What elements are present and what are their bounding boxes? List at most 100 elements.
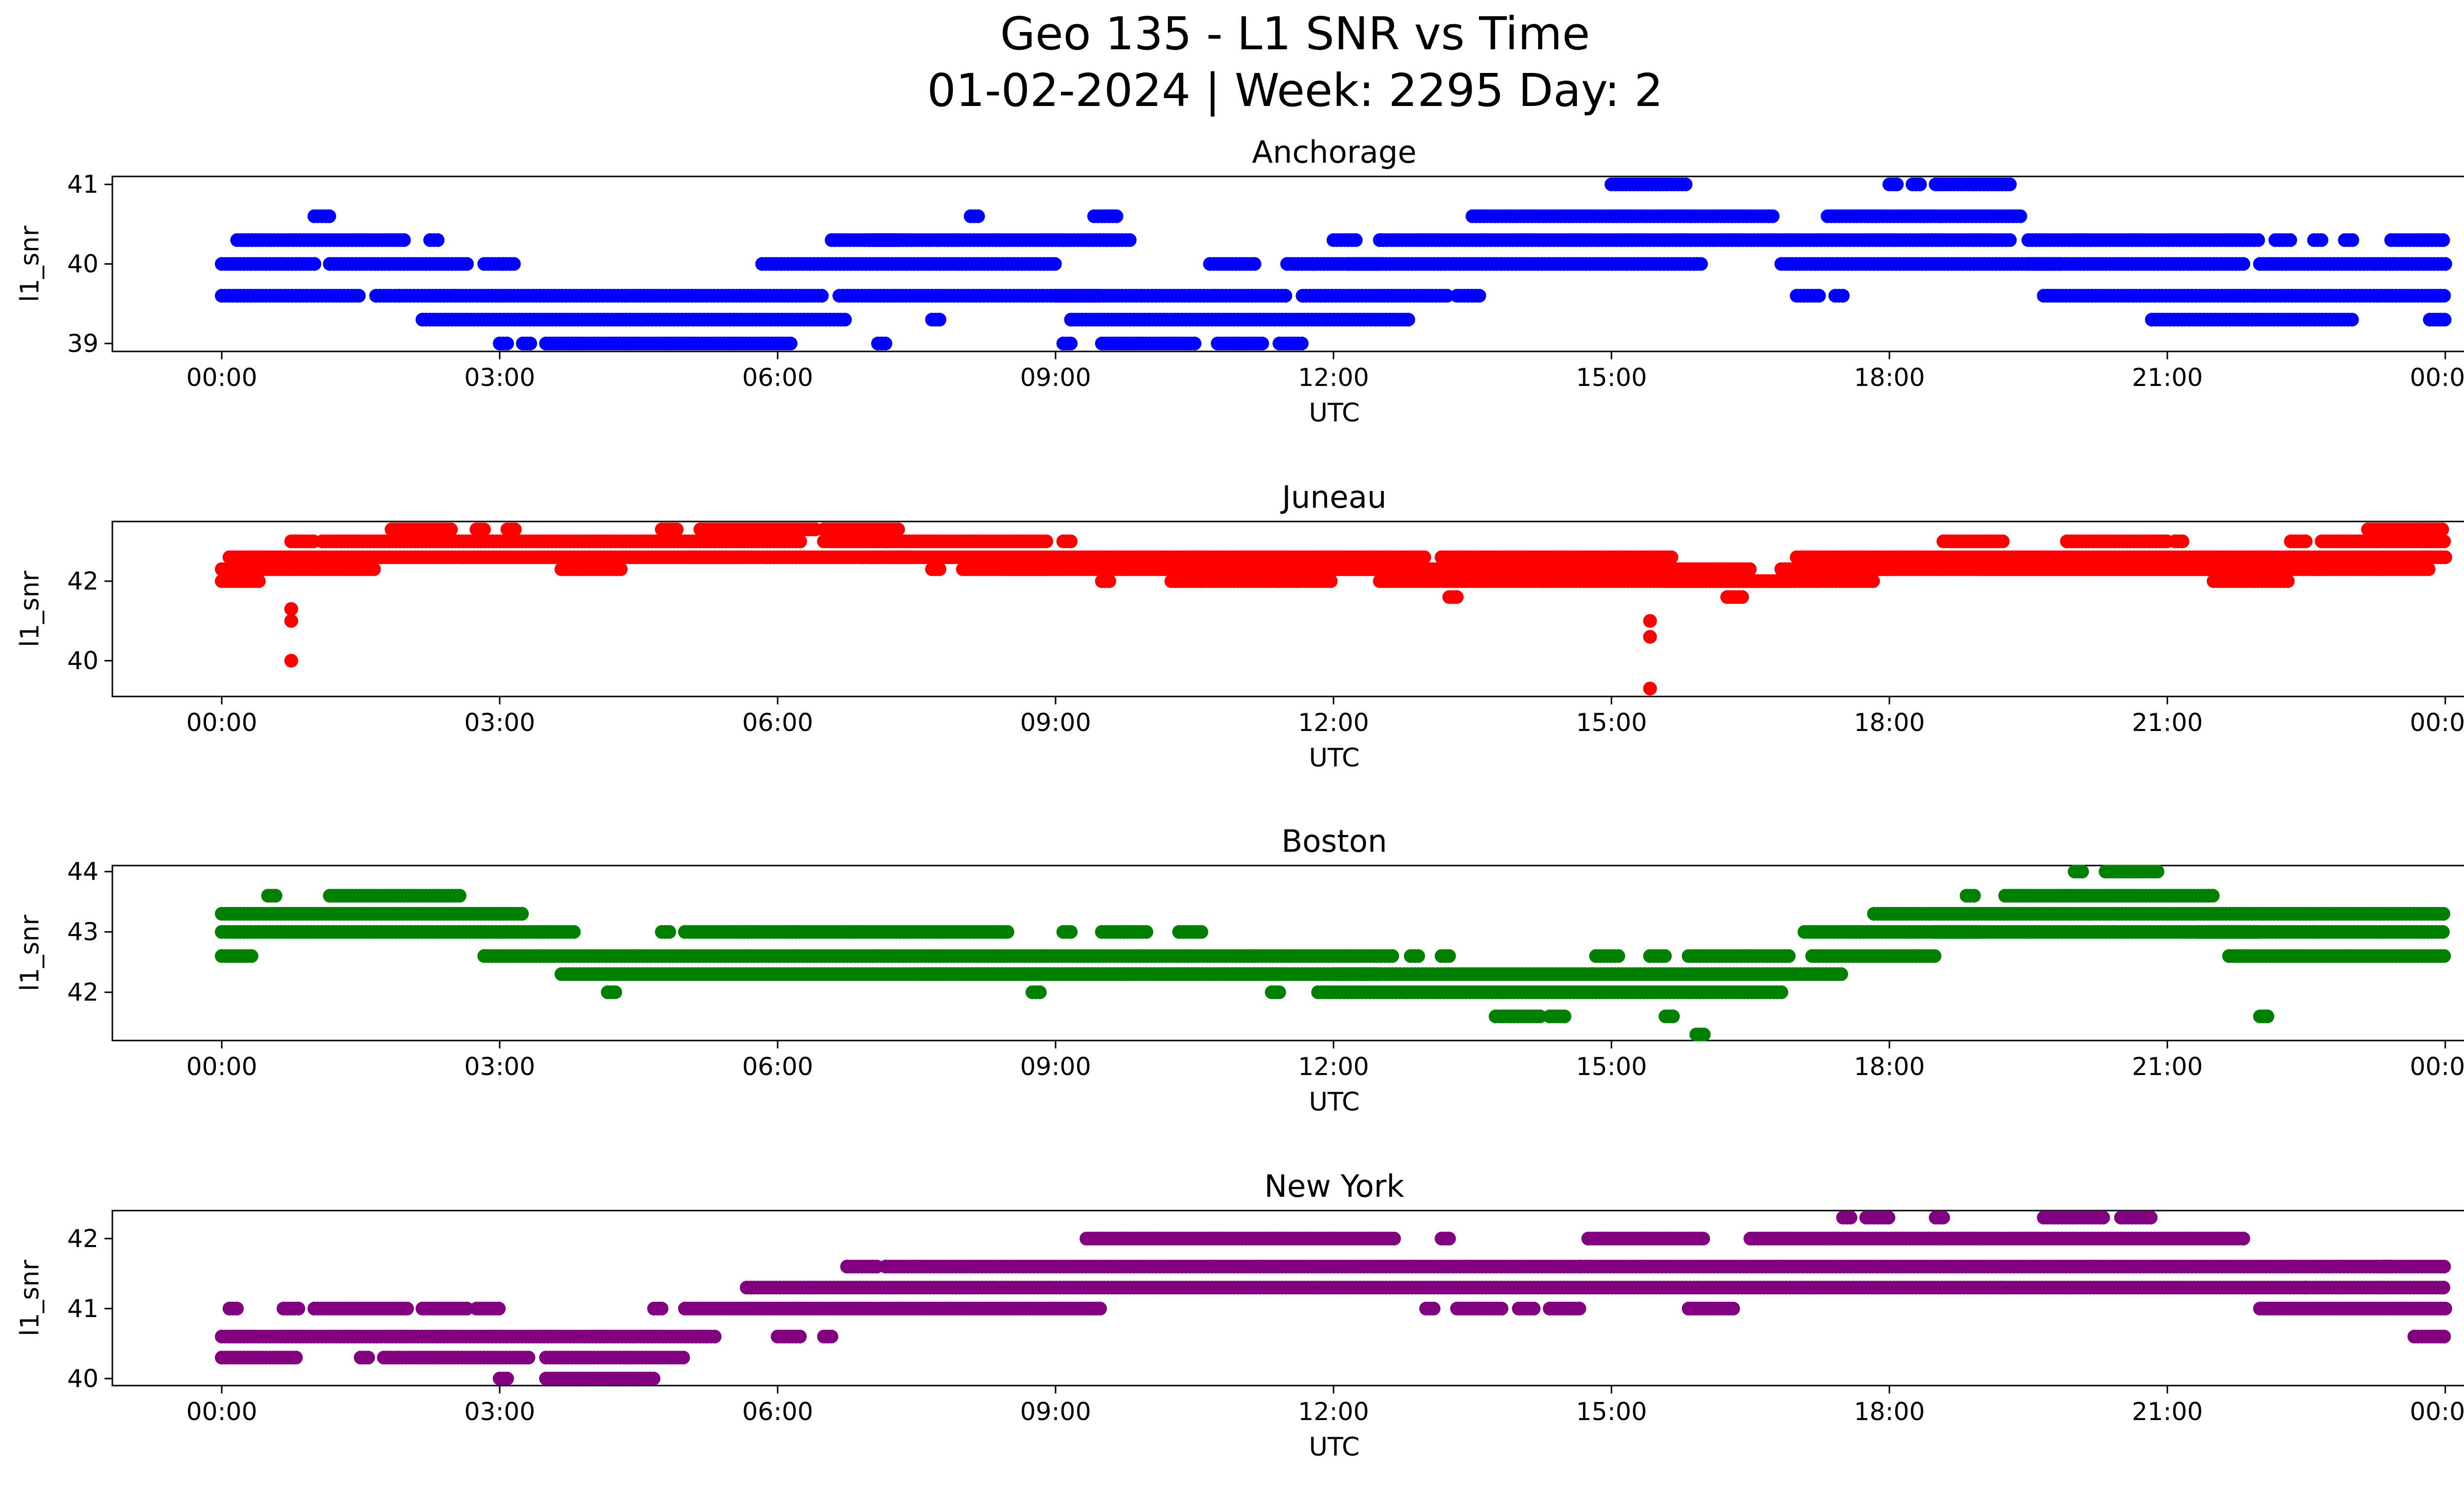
x-tick-label: 03:00 — [464, 1052, 535, 1081]
data-point — [1450, 590, 1464, 604]
data-point — [2314, 562, 2328, 576]
data-point — [507, 257, 521, 271]
data-point — [2438, 257, 2452, 271]
panel-title: Boston — [1281, 823, 1387, 859]
x-tick-label: 09:00 — [1020, 1052, 1091, 1081]
data-point — [2175, 534, 2190, 549]
data-point — [1735, 590, 1749, 604]
x-tick-label: 00:00 — [186, 363, 257, 392]
data-point — [1913, 177, 1927, 192]
data-point — [508, 522, 522, 537]
data-point — [891, 522, 905, 537]
data-point — [1664, 550, 1678, 564]
y-tick-label: 42 — [67, 567, 99, 595]
x-tick-label: 00:00 — [2410, 708, 2464, 737]
data-point — [1401, 313, 1415, 327]
x-tick-label: 12:00 — [1298, 1052, 1369, 1081]
x-tick-label: 15:00 — [1576, 708, 1647, 737]
data-point — [252, 574, 266, 588]
data-point — [1063, 336, 1078, 350]
data-point — [1866, 574, 1880, 588]
data-point — [1102, 574, 1116, 588]
data-point — [670, 522, 684, 537]
data-point — [1743, 562, 1757, 576]
data-point — [1063, 925, 1078, 939]
x-tick-label: 21:00 — [2132, 708, 2203, 737]
data-point — [2013, 209, 2027, 223]
data-point — [2437, 289, 2451, 303]
data-point — [2236, 257, 2251, 271]
data-point — [1295, 336, 1309, 350]
data-point — [352, 289, 366, 303]
data-point — [452, 889, 467, 903]
data-point — [932, 562, 947, 576]
data-point — [1194, 925, 1208, 939]
data-point — [614, 562, 628, 576]
data-point — [515, 906, 529, 921]
data-point — [1643, 614, 1657, 628]
data-point — [2438, 550, 2452, 564]
data-point — [269, 889, 282, 903]
data-point — [838, 313, 852, 327]
x-tick-label: 21:00 — [2132, 363, 2203, 392]
data-point — [1643, 681, 1657, 695]
y-tick-label: 42 — [67, 978, 99, 1007]
data-point — [567, 925, 581, 939]
data-point — [1109, 209, 1124, 223]
data-point — [1643, 630, 1657, 644]
x-tick-label: 00:00 — [186, 1052, 257, 1081]
data-point — [2283, 233, 2297, 247]
data-point — [608, 985, 622, 1000]
data-points-anchorage — [215, 177, 2452, 350]
data-point — [2281, 574, 2295, 588]
data-point — [2437, 534, 2451, 549]
data-point — [815, 289, 829, 303]
data-point — [1278, 289, 1293, 303]
data-point — [1063, 534, 1078, 549]
x-tick-label: 06:00 — [742, 363, 813, 392]
x-axis-label: UTC — [1309, 398, 1360, 428]
data-point — [1678, 177, 1693, 192]
x-tick-label: 12:00 — [1298, 708, 1369, 737]
data-point — [1417, 550, 1432, 564]
x-axis-label: UTC — [1309, 1087, 1360, 1117]
data-point — [284, 654, 298, 668]
data-point — [2422, 562, 2436, 576]
data-point — [1812, 289, 1826, 303]
x-tick-label: 18:00 — [1854, 1052, 1925, 1081]
data-point — [2251, 233, 2265, 247]
data-point — [1694, 257, 1708, 271]
panel-title: Juneau — [1280, 479, 1386, 515]
data-point — [784, 336, 798, 350]
data-point — [1774, 985, 1788, 1000]
data-point — [1272, 985, 1286, 1000]
data-point — [367, 562, 381, 576]
x-tick-label: 21:00 — [2132, 1052, 2203, 1081]
data-point — [662, 925, 676, 939]
data-point — [1255, 336, 1269, 350]
x-tick-label: 09:00 — [1020, 363, 1091, 392]
data-point — [2435, 522, 2449, 537]
data-point — [460, 257, 474, 271]
x-tick-label: 03:00 — [464, 708, 535, 737]
x-tick-label: 06:00 — [742, 1052, 813, 1081]
data-point — [1472, 289, 1486, 303]
data-point — [1139, 925, 1154, 939]
figure-title-line2: 01-02-2024 | Week: 2295 Day: 2 — [927, 64, 1663, 117]
data-point — [1349, 233, 1363, 247]
data-point — [1836, 289, 1850, 303]
data-point — [308, 257, 321, 271]
data-point — [1890, 177, 1904, 192]
y-tick-label: 41 — [67, 170, 99, 199]
data-point — [244, 949, 259, 963]
x-tick-label: 03:00 — [464, 363, 535, 392]
data-point — [1385, 949, 1400, 963]
data-point — [793, 534, 807, 549]
data-point — [2003, 233, 2017, 247]
data-point — [932, 313, 947, 327]
data-point — [1324, 574, 1338, 588]
y-axis-label: l1_snr — [15, 570, 45, 647]
data-point — [477, 522, 491, 537]
